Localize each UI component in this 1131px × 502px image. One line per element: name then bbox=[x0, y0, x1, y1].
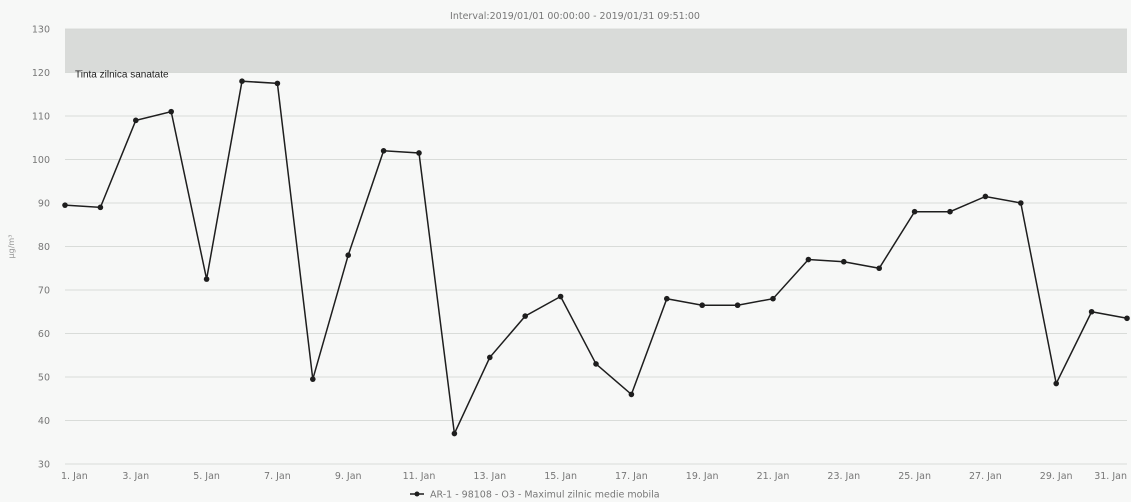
y-tick-label: 40 bbox=[38, 416, 50, 427]
data-point bbox=[805, 256, 812, 263]
data-point bbox=[380, 148, 387, 154]
data-point bbox=[487, 354, 493, 361]
data-point bbox=[628, 391, 635, 398]
x-axis-ticks: 1. Jan 3. Jan 5. Jan 7. Jan 9. Jan 11. Jan 13.… bbox=[61, 471, 1127, 482]
y-tick-label: 100 bbox=[32, 155, 50, 166]
x-tick-label: 9. Jan bbox=[335, 471, 362, 482]
y-tick-label: 80 bbox=[38, 242, 50, 253]
legend-series-name: AR-1 - 98108 - O3 - Maximul zilnic medie… bbox=[430, 490, 660, 501]
x-tick-label: 3. Jan bbox=[122, 471, 149, 482]
data-point bbox=[557, 293, 564, 300]
y-tick-label: 50 bbox=[38, 373, 50, 384]
data-point bbox=[416, 150, 422, 156]
x-tick-label: 27. Jan bbox=[969, 471, 1002, 482]
x-tick-label: 5. Jan bbox=[193, 471, 220, 482]
data-point bbox=[734, 302, 741, 309]
plot-band-label: Tinta zilnica sanatate bbox=[75, 70, 169, 81]
data-point bbox=[664, 295, 670, 302]
data-point bbox=[345, 252, 352, 258]
data-point bbox=[451, 430, 458, 437]
data-point bbox=[133, 117, 139, 124]
x-tick-label: 25. Jan bbox=[898, 471, 931, 482]
x-tick-label: 23. Jan bbox=[827, 471, 860, 482]
data-point bbox=[203, 276, 210, 282]
chart-subtitle: Interval:2019/01/01 00:00:00 - 2019/01/3… bbox=[450, 11, 700, 22]
x-tick-label: 15. Jan bbox=[544, 471, 577, 482]
x-tick-label: 29. Jan bbox=[1040, 471, 1073, 482]
x-tick-label: 17. Jan bbox=[615, 471, 648, 482]
data-point bbox=[274, 80, 281, 87]
y-tick-label: 90 bbox=[38, 199, 50, 210]
x-tick-label: 31. Jan bbox=[1094, 471, 1127, 482]
data-point bbox=[1124, 315, 1130, 322]
y-tick-label: 70 bbox=[38, 286, 50, 297]
plot-band: Tinta zilnica sanatate bbox=[65, 29, 1127, 81]
grid-lines bbox=[65, 28, 1127, 465]
data-point bbox=[841, 258, 847, 265]
data-point bbox=[982, 193, 989, 200]
y-tick-label: 30 bbox=[38, 460, 50, 471]
legend-point-marker bbox=[414, 491, 420, 497]
data-point bbox=[699, 302, 705, 309]
y-axis-label: µg/m³ bbox=[7, 235, 16, 259]
x-tick-label: 1. Jan bbox=[61, 471, 88, 482]
data-point bbox=[310, 376, 316, 382]
plot-band-rect bbox=[65, 29, 1127, 73]
data-point bbox=[1053, 380, 1059, 387]
y-tick-label: 110 bbox=[32, 112, 50, 123]
series-line-0 bbox=[64, 80, 1128, 437]
data-point bbox=[593, 361, 599, 367]
data-point bbox=[1018, 200, 1024, 206]
data-point bbox=[911, 208, 918, 215]
series-layer bbox=[62, 78, 1130, 437]
x-tick-label: 7. Jan bbox=[264, 471, 291, 482]
x-tick-label: 21. Jan bbox=[757, 471, 790, 482]
legend[interactable]: AR-1 - 98108 - O3 - Maximul zilnic medie… bbox=[410, 490, 660, 501]
data-point bbox=[947, 208, 953, 215]
data-point bbox=[97, 204, 104, 211]
data-point bbox=[62, 202, 68, 208]
data-point bbox=[770, 295, 776, 302]
data-point bbox=[1088, 308, 1095, 315]
data-point bbox=[876, 265, 882, 272]
y-tick-label: 60 bbox=[38, 329, 50, 340]
y-tick-label: 120 bbox=[32, 68, 50, 79]
x-tick-label: 19. Jan bbox=[686, 471, 719, 482]
data-point bbox=[168, 108, 174, 115]
y-tick-label: 130 bbox=[32, 25, 50, 36]
y-axis-ticks: 30 40 50 60 70 80 90 100 110 120 130 bbox=[32, 25, 50, 471]
data-point bbox=[239, 78, 245, 84]
x-tick-label: 11. Jan bbox=[403, 471, 436, 482]
data-point bbox=[522, 313, 528, 319]
x-tick-label: 13. Jan bbox=[473, 471, 506, 482]
